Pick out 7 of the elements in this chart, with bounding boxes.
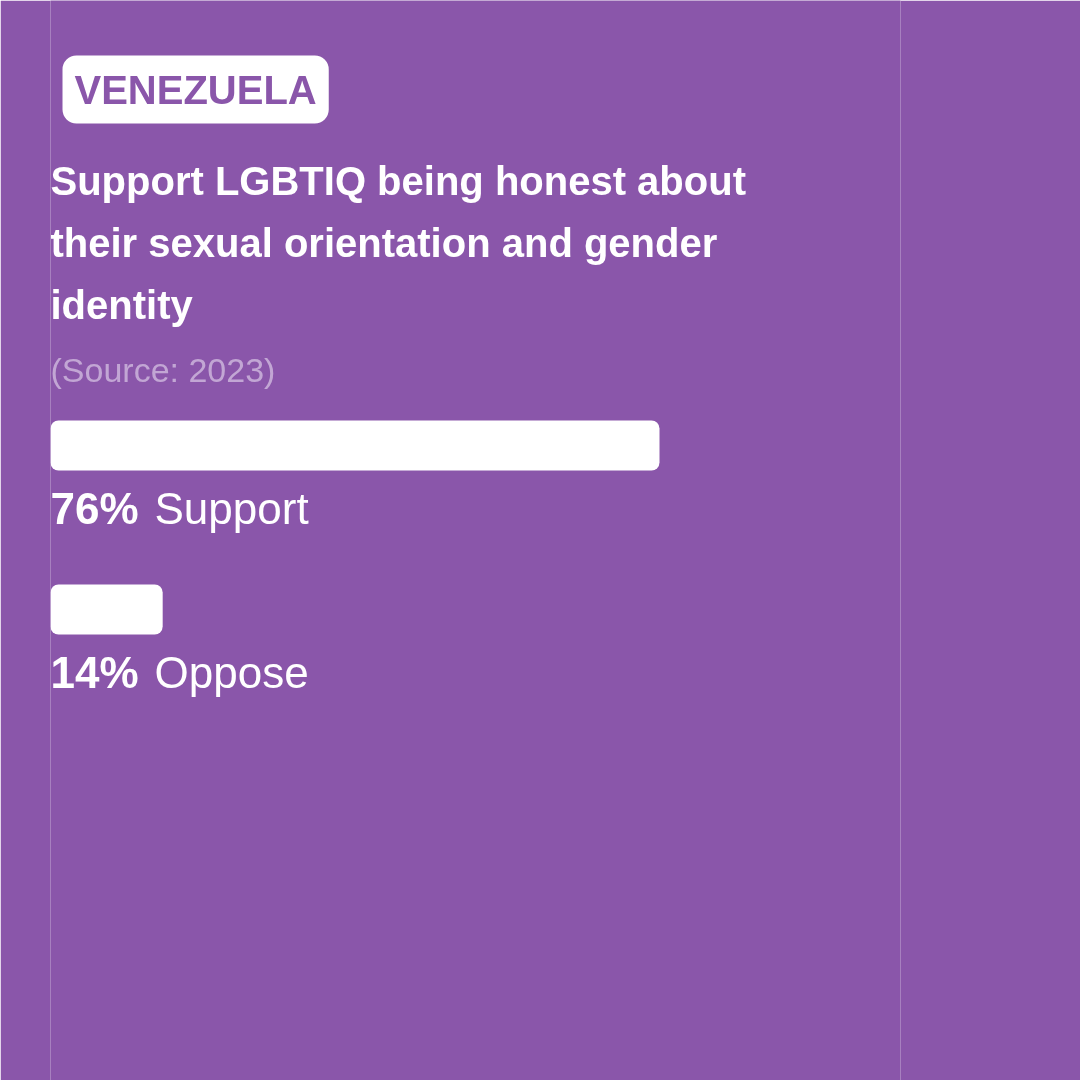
data-label: 14% (50, 647, 139, 697)
y-tick-label: Oppose (154, 647, 309, 697)
chart-title: Support LGBTIQ being honest about their sexual orientation and gender identity (50, 158, 746, 327)
data-label: 76% (50, 483, 139, 533)
y-tick-label: Support (154, 483, 309, 533)
chart-subtitle: VENEZUELA (74, 67, 317, 112)
text: (Source: 2023) (50, 350, 276, 389)
